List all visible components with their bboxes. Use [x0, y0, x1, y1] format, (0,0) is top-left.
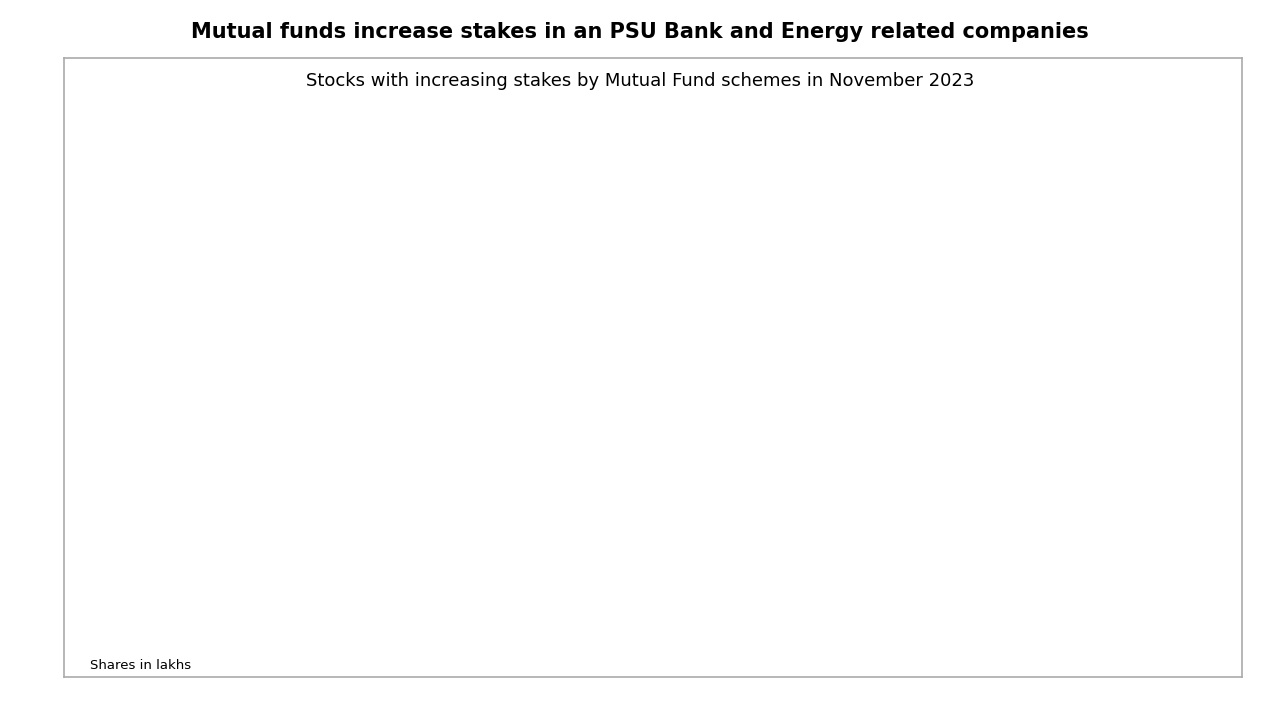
Text: Shares in lakhs: Shares in lakhs [90, 659, 191, 672]
Text: 836.1: 836.1 [1071, 467, 1111, 481]
Text: 1,578.3: 1,578.3 [433, 348, 486, 362]
Bar [493, 343, 561, 619]
Text: 861.6: 861.6 [1139, 463, 1179, 477]
Legend: Oct-23, Nov-23: Oct-23, Nov-23 [600, 57, 808, 87]
Text: 2,126.9: 2,126.9 [223, 261, 275, 274]
Text: 1,061.1: 1,061.1 [855, 431, 908, 445]
Text: 1,726.1: 1,726.1 [500, 325, 553, 338]
Text: Stocks with increasing stakes by Mutual Fund schemes in November 2023: Stocks with increasing stakes by Mutual … [306, 72, 974, 90]
Bar [1057, 485, 1125, 619]
Text: 1,161.2: 1,161.2 [922, 415, 975, 429]
Bar [215, 279, 283, 619]
Text: 740.5: 740.5 [650, 482, 690, 496]
Bar [915, 433, 982, 619]
Text: 1,233.2: 1,233.2 [712, 403, 764, 418]
Bar [704, 422, 772, 619]
Text: 2,288.9: 2,288.9 [291, 235, 343, 248]
Bar [283, 253, 351, 619]
Bar [636, 500, 704, 619]
Text: Mutual funds increase stakes in an PSU Bank and Energy related companies: Mutual funds increase stakes in an PSU B… [191, 22, 1089, 42]
Bar [1125, 482, 1193, 619]
Bar [847, 449, 915, 619]
Bar [426, 366, 493, 619]
